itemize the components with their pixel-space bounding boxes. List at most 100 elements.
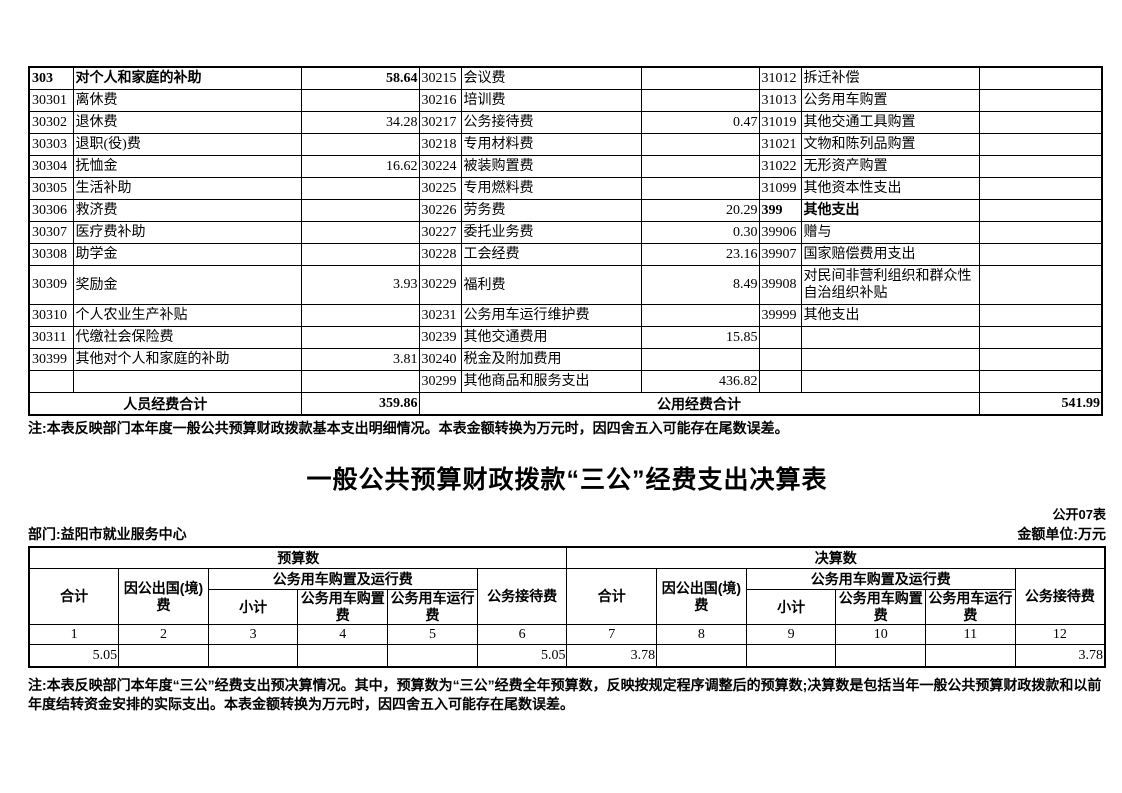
form-number-label: 公开07表 [1052, 507, 1106, 522]
table-row: 30307 医疗费补助 30227 委托业务费 0.30 39906 赠与 [28, 221, 1103, 244]
budget-abroad-header: 因公出国(境)费 [118, 568, 209, 625]
amount-cell [978, 133, 1103, 156]
name-cell: 对个人和家庭的补助 [72, 66, 302, 90]
final-reception-header: 公务接待费 [1014, 568, 1106, 625]
amount-cell [978, 66, 1103, 90]
code-cell: 30306 [28, 199, 74, 222]
code-cell: 30308 [28, 243, 74, 266]
amount-cell [978, 243, 1103, 266]
amount-cell [978, 89, 1103, 112]
code-cell: 30310 [28, 304, 74, 327]
amount-cell [640, 66, 760, 90]
code-cell: 30311 [28, 326, 74, 349]
amount-cell: 8.49 [640, 265, 760, 305]
budget-purchase-header: 公务用车购置费 [297, 589, 389, 625]
amount-cell [300, 243, 420, 266]
amount-cell [300, 199, 420, 222]
amount-cell: 20.29 [640, 199, 760, 222]
code-cell [758, 326, 802, 349]
budget-total-header: 合计 [28, 568, 120, 625]
amount-cell: 3.78 [566, 644, 658, 668]
name-cell [800, 370, 980, 393]
data-row: 5.05 5.05 3.78 3.78 [28, 644, 1106, 668]
amount-cell: 16.62 [300, 155, 420, 178]
code-cell: 30218 [418, 133, 462, 156]
amount-cell: 0.47 [640, 111, 760, 134]
column-number-cell: 11 [925, 624, 1016, 645]
name-cell [800, 348, 980, 371]
amount-cell [300, 326, 420, 349]
code-cell: 30303 [28, 133, 74, 156]
table2-title: 一般公共预算财政拨款“三公”经费支出决算表 [306, 466, 828, 494]
amount-cell: 436.82 [640, 370, 760, 393]
amount-cell: 5.05 [28, 644, 120, 668]
name-cell: 生活补助 [72, 177, 302, 200]
code-cell: 30299 [418, 370, 462, 393]
column-number-cell: 12 [1014, 624, 1106, 645]
amount-cell: 23.16 [640, 243, 760, 266]
code-cell: 303 [28, 66, 74, 90]
table-row: 30399 其他对个人和家庭的补助 3.81 30240 税金及附加费用 [28, 348, 1103, 371]
name-cell: 其他交通工具购置 [800, 111, 980, 134]
code-cell: 31021 [758, 133, 802, 156]
amount-cell [640, 89, 760, 112]
amount-cell [978, 348, 1103, 371]
code-cell: 30307 [28, 221, 74, 244]
name-cell: 税金及附加费用 [460, 348, 642, 371]
final-total-header: 合计 [566, 568, 658, 625]
column-number-cell: 2 [118, 624, 209, 645]
amount-cell [300, 370, 420, 393]
name-cell: 专用材料费 [460, 133, 642, 156]
group-header-row: 合计 因公出国(境)费 公务用车购置及运行费 公务接待费 合计 因公出国(境)费… [28, 568, 1106, 625]
amount-cell: 3.93 [300, 265, 420, 305]
name-cell: 退职(役)费 [72, 133, 302, 156]
public-total-value: 541.99 [978, 392, 1103, 416]
table1-note: 注:本表反映部门本年度一般公共预算财政拨款基本支出明细情况。本表金额转换为万元时… [28, 420, 789, 436]
name-cell: 文物和陈列品购置 [800, 133, 980, 156]
code-cell: 399 [758, 199, 802, 222]
code-cell [758, 348, 802, 371]
column-number-cell: 1 [28, 624, 120, 645]
code-cell: 30215 [418, 66, 462, 90]
code-cell: 31022 [758, 155, 802, 178]
name-cell: 退休费 [72, 111, 302, 134]
table-row: 303 对个人和家庭的补助 58.64 30215 会议费 31012 拆迁补偿 [28, 66, 1103, 90]
amount-cell: 3.78 [1014, 644, 1106, 668]
table-row: 30303 退职(役)费 30218 专用材料费 31021 文物和陈列品购置 [28, 133, 1103, 156]
final-purchase-header: 公务用车购置费 [835, 589, 927, 625]
final-section-header: 决算数 [566, 546, 1106, 569]
page: 303 对个人和家庭的补助 58.64 30215 会议费 31012 拆迁补偿 30301 离… [28, 66, 1106, 712]
name-cell: 救济费 [72, 199, 302, 222]
name-cell: 医疗费补助 [72, 221, 302, 244]
code-cell: 30217 [418, 111, 462, 134]
amount-cell: 3.81 [300, 348, 420, 371]
amount-cell [978, 304, 1103, 327]
table2-note: 注:本表反映部门本年度“三公”经费支出预决算情况。其中，预算数为“三公”经费全年… [28, 677, 1102, 712]
name-cell: 其他支出 [800, 304, 980, 327]
name-cell: 其他对个人和家庭的补助 [72, 348, 302, 371]
name-cell: 培训费 [460, 89, 642, 112]
table-row: 30301 离休费 30216 培训费 31013 公务用车购置 [28, 89, 1103, 112]
code-cell: 30301 [28, 89, 74, 112]
amount-cell [978, 111, 1103, 134]
name-cell: 国家赔偿费用支出 [800, 243, 980, 266]
amount-cell [640, 304, 760, 327]
code-cell: 30216 [418, 89, 462, 112]
code-cell: 30304 [28, 155, 74, 178]
table-row: 30310 个人农业生产补贴 30231 公务用车运行维护费 39999 其他支出 [28, 304, 1103, 327]
totals-row: 人员经费合计 359.86 公用经费合计 541.99 [28, 392, 1103, 416]
budget-reception-header: 公务接待费 [476, 568, 568, 625]
table-row: 30299 其他商品和服务支出 436.82 [28, 370, 1103, 393]
amount-cell [300, 133, 420, 156]
name-cell: 公务用车购置 [800, 89, 980, 112]
amount-cell [300, 89, 420, 112]
final-operation-header: 公务用车运行费 [925, 589, 1016, 625]
table-row: 30311 代缴社会保险费 30239 其他交通费用 15.85 [28, 326, 1103, 349]
name-cell: 公务接待费 [460, 111, 642, 134]
final-subtotal-header: 小计 [745, 589, 837, 625]
column-number-cell: 9 [745, 624, 837, 645]
unit-label: 金额单位:万元 [1017, 526, 1106, 542]
name-cell [72, 370, 302, 393]
basic-expense-body: 303 对个人和家庭的补助 58.64 30215 会议费 31012 拆迁补偿 30301 离… [28, 66, 1103, 393]
code-cell: 31019 [758, 111, 802, 134]
